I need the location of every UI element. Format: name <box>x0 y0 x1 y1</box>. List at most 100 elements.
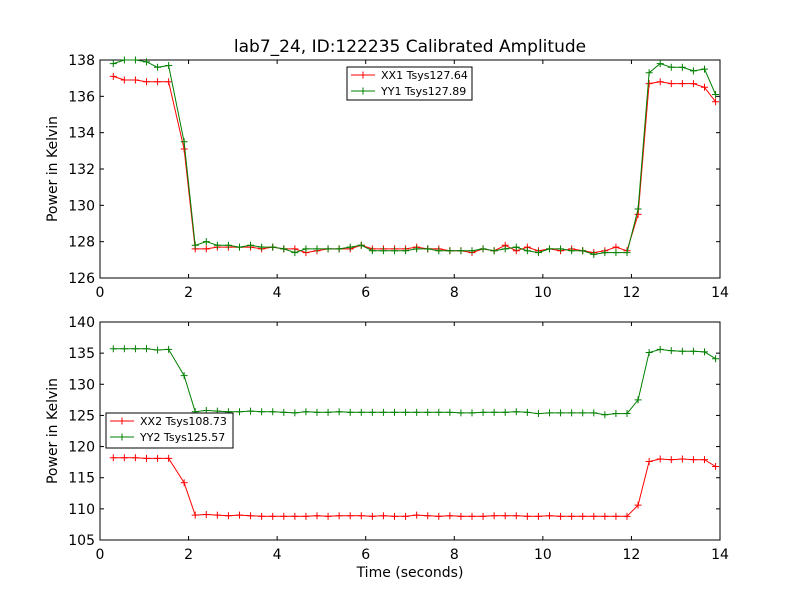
top-data-point-yy1 <box>623 249 631 257</box>
bottom-data-point-xx2 <box>701 456 708 464</box>
bottom-data-point-xx2 <box>247 512 255 520</box>
top-data-point-yy1 <box>424 245 432 253</box>
top-data-point-yy1 <box>202 238 210 246</box>
top-data-point-yy1 <box>490 247 498 255</box>
bottom-data-point-xx2 <box>557 512 565 520</box>
bottom-data-point-xx2 <box>446 512 454 520</box>
top-y-tick-label: 128 <box>68 235 95 251</box>
top-x-tick-label: 14 <box>711 285 729 301</box>
bottom-data-point-yy2 <box>368 408 376 416</box>
bottom-data-point-yy2 <box>590 409 598 417</box>
bottom-data-point-yy2 <box>258 408 266 416</box>
top-data-point-yy1 <box>534 249 542 257</box>
bottom-data-point-xx2 <box>109 454 117 462</box>
top-data-point-yy1 <box>213 241 221 249</box>
top-data-point-yy1 <box>512 243 520 251</box>
bottom-data-point-xx2 <box>357 512 365 520</box>
top-data-point-yy1 <box>120 56 128 64</box>
top-data-point-yy1 <box>291 249 299 257</box>
bottom-data-point-yy2 <box>313 408 321 416</box>
bottom-data-point-xx2 <box>457 512 465 520</box>
top-data-point-xx1 <box>678 80 686 88</box>
top-data-point-yy1 <box>678 63 686 71</box>
top-data-point-yy1 <box>154 63 162 71</box>
bottom-data-point-yy2 <box>568 409 576 417</box>
bottom-data-point-xx2 <box>236 511 243 519</box>
top-data-point-xx1 <box>109 72 117 80</box>
top-data-point-yy1 <box>546 245 553 253</box>
bottom-data-point-xx2 <box>154 454 162 462</box>
bottom-data-point-xx2 <box>120 454 128 462</box>
bottom-data-point-xx2 <box>258 512 266 520</box>
top-data-point-yy1 <box>280 245 288 253</box>
top-y-tick-label: 138 <box>68 53 95 69</box>
bottom-data-point-yy2 <box>534 410 542 418</box>
bottom-data-point-yy2 <box>302 408 310 416</box>
top-data-point-yy1 <box>523 247 531 255</box>
bottom-data-point-yy2 <box>689 347 697 355</box>
top-data-point-yy1 <box>590 250 598 258</box>
bottom-data-point-xx2 <box>202 510 210 518</box>
bottom-legend-label-yy2: YY2 Tsys125.57 <box>139 431 225 444</box>
bottom-data-point-xx2 <box>391 512 398 520</box>
bottom-x-tick-label: 6 <box>361 547 370 563</box>
bottom-data-point-yy2 <box>131 345 139 353</box>
bottom-data-point-yy2 <box>667 347 675 355</box>
top-data-point-yy1 <box>236 243 243 251</box>
bottom-data-point-yy2 <box>154 346 162 354</box>
top-data-point-yy1 <box>413 245 421 253</box>
top-data-point-xx1 <box>701 83 708 91</box>
bottom-data-point-xx2 <box>501 512 509 520</box>
bottom-data-point-xx2 <box>468 512 476 520</box>
bottom-data-point-yy2 <box>701 348 708 356</box>
bottom-data-point-yy2 <box>468 409 476 417</box>
bottom-data-point-yy2 <box>557 409 565 417</box>
bottom-data-point-xx2 <box>612 512 620 520</box>
top-data-point-yy1 <box>645 69 653 77</box>
top-legend-label-yy1: YY1 Tsys127.89 <box>380 85 466 98</box>
bottom-data-point-xx2 <box>435 512 443 520</box>
top-data-point-yy1 <box>109 60 117 68</box>
bottom-x-tick-label: 14 <box>711 547 729 563</box>
bottom-data-point-xx2 <box>590 512 598 520</box>
bottom-data-point-yy2 <box>645 349 653 357</box>
bottom-legend: XX2 Tsys108.73 YY2 Tsys125.57 <box>105 412 234 449</box>
bottom-data-point-xx2 <box>623 512 631 520</box>
bottom-y-tick-label: 115 <box>68 471 95 487</box>
bottom-data-point-xx2 <box>568 512 576 520</box>
bottom-data-point-yy2 <box>379 408 387 416</box>
chart-title: lab7_24, ID:122235 Calibrated Amplitude <box>234 37 586 57</box>
bottom-data-point-yy2 <box>280 408 288 416</box>
bottom-plot-frame <box>99 321 721 541</box>
bottom-x-tick-label: 0 <box>96 547 105 563</box>
bottom-data-point-xx2 <box>224 512 232 520</box>
bottom-data-point-xx2 <box>523 512 531 520</box>
top-y-tick-label: 134 <box>68 126 95 142</box>
bottom-data-point-xx2 <box>269 512 277 520</box>
bottom-data-point-xx2 <box>291 512 299 520</box>
bottom-data-point-xx2 <box>180 479 188 487</box>
bottom-data-point-yy2 <box>236 408 243 416</box>
bottom-data-point-yy2 <box>143 345 150 353</box>
bottom-data-point-yy2 <box>120 345 128 353</box>
bottom-data-point-xx2 <box>490 512 498 520</box>
bottom-x-tick-label: 8 <box>450 547 459 563</box>
top-legend-label-xx1: XX1 Tsys127.64 <box>381 69 468 82</box>
top-legend: XX1 Tsys127.64 YY1 Tsys127.89 <box>346 66 473 101</box>
bottom-data-point-xx2 <box>512 512 520 520</box>
bottom-data-point-xx2 <box>280 512 288 520</box>
top-data-point-xx1 <box>120 76 128 84</box>
top-x-tick-label: 12 <box>623 285 641 301</box>
top-data-point-yy1 <box>131 56 139 64</box>
top-data-point-yy1 <box>269 243 277 251</box>
top-data-point-xx1 <box>656 78 664 86</box>
top-y-tick-label: 132 <box>68 162 95 178</box>
bottom-data-point-yy2 <box>335 408 343 416</box>
top-data-point-yy1 <box>324 245 332 253</box>
top-data-point-yy1 <box>446 247 454 255</box>
top-data-point-yy1 <box>391 247 398 255</box>
top-data-point-yy1 <box>313 245 321 253</box>
bottom-data-point-xx2 <box>368 512 376 520</box>
bottom-data-point-yy2 <box>678 347 686 355</box>
